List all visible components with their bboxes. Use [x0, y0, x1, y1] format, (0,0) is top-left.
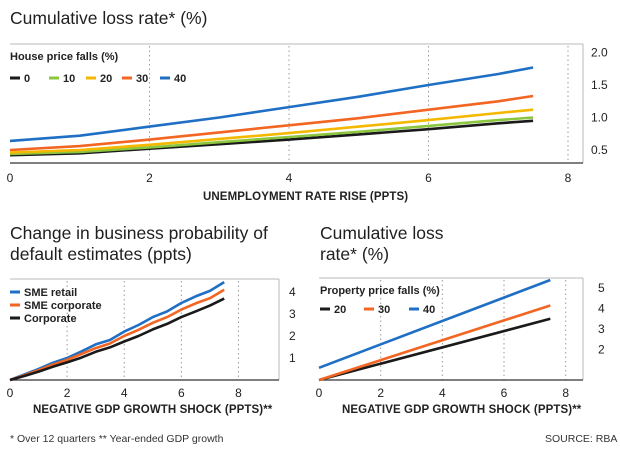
chart-top-y-tick-label: 0.5: [591, 143, 608, 157]
chart-bl-x-tick-label: 6: [178, 386, 185, 400]
chart-br-legend-label: 20: [334, 304, 346, 316]
chart-top-group: 0 2 4 6 8 0.5 1.0 1.5 2.0 House price falls (%) 0 1…: [7, 43, 608, 185]
chart-bl-x-tick-label: 0: [7, 386, 14, 400]
chart-br-group: 0 2 4 6 8 2 3 4 5 Property price falls (%) 20 30 40: [316, 277, 605, 400]
chart-bl-y-tick-label: 2: [289, 329, 296, 343]
chart-br-x-tick-label: 2: [377, 386, 384, 400]
chart-top-x-tick-label: 6: [425, 171, 432, 185]
chart-bl-legend-label: SME retail: [24, 287, 77, 299]
chart-br-y-tick-label: 5: [598, 281, 605, 295]
bottom-left-title-line2: default estimates (ppts): [10, 244, 192, 264]
chart-top-y-tick-label: 1.0: [591, 111, 608, 125]
chart-top-series-line: [9, 116, 534, 156]
chart-br-series-line: [318, 304, 551, 382]
chart-top-x-tick-label: 0: [7, 171, 14, 185]
chart-br-x-tick-label: 8: [562, 386, 569, 400]
chart-top-series-line: [9, 94, 534, 152]
chart-top-x-tick-label: 8: [565, 171, 572, 185]
bottom-left-chart-xlabel: NEGATIVE GDP GROWTH SHOCK (PPTS)**: [33, 404, 273, 416]
chart-bl-y-tick-label: 1: [289, 351, 296, 365]
chart-bl-x-tick-label: 8: [235, 386, 242, 400]
chart-top-series-line: [9, 108, 534, 154]
chart-top-series-line: [9, 119, 534, 157]
chart-bl-legend-label: SME corporate: [24, 300, 102, 312]
bottom-left-chart-title: Change in business probability of defaul…: [10, 223, 268, 265]
bottom-right-title-line2: rate* (%): [320, 244, 390, 264]
chart-top-legend-label: 0: [24, 73, 30, 85]
bottom-right-chart-title: Cumulative loss rate* (%): [320, 223, 444, 265]
chart-br-y-tick-label: 2: [598, 342, 605, 356]
chart-bl-y-tick-label: 3: [289, 307, 296, 321]
chart-bl-series-line: [9, 297, 225, 382]
chart-br-x-tick-label: 6: [501, 386, 508, 400]
chart-top-x-tick-label: 4: [286, 171, 293, 185]
chart-br-series-line: [318, 278, 551, 370]
chart-top-legend-label: 10: [63, 73, 75, 85]
chart-bl-x-tick-label: 4: [121, 386, 128, 400]
bottom-right-title-line1: Cumulative loss: [320, 223, 444, 243]
chart-br-y-tick-label: 4: [598, 302, 605, 316]
chart-br-series-line: [318, 317, 551, 382]
source-note: SOURCE: RBA: [545, 433, 618, 445]
chart-top-y-tick-label: 2.0: [591, 46, 608, 60]
chart-bl-series-line: [9, 280, 225, 382]
bottom-left-title-line1: Change in business probability of: [10, 223, 268, 243]
chart-br-x-tick-label: 4: [439, 386, 446, 400]
chart-br-x-tick-label: 0: [316, 386, 323, 400]
chart-br-legend-title: Property price falls (%): [320, 285, 440, 297]
chart-bl-y-tick-label: 4: [289, 285, 296, 299]
chart-br-legend-label: 30: [378, 304, 390, 316]
chart-bl-x-tick-label: 2: [64, 386, 71, 400]
chart-top-legend-title: House price falls (%): [10, 51, 119, 63]
chart-br-legend-label: 40: [423, 304, 435, 316]
chart-bl-series-line: [9, 288, 225, 382]
chart-top-legend-label: 30: [136, 73, 148, 85]
bottom-right-chart-xlabel: NEGATIVE GDP GROWTH SHOCK (PPTS)**: [342, 404, 582, 416]
chart-top-series-line: [9, 66, 534, 143]
chart-top-legend-label: 20: [100, 73, 112, 85]
chart-br-y-tick-label: 3: [598, 322, 605, 336]
top-chart-xlabel: UNEMPLOYMENT RATE RISE (PPTS): [203, 191, 409, 203]
chart-top-x-tick-label: 2: [146, 171, 153, 185]
footnote: * Over 12 quarters ** Year-ended GDP gro…: [10, 433, 224, 445]
chart-top-y-tick-label: 1.5: [591, 78, 608, 92]
chart-bl-legend-label: Corporate: [24, 313, 77, 325]
top-chart-title: Cumulative loss rate* (%): [10, 8, 208, 28]
chart-top-legend-label: 40: [174, 73, 186, 85]
